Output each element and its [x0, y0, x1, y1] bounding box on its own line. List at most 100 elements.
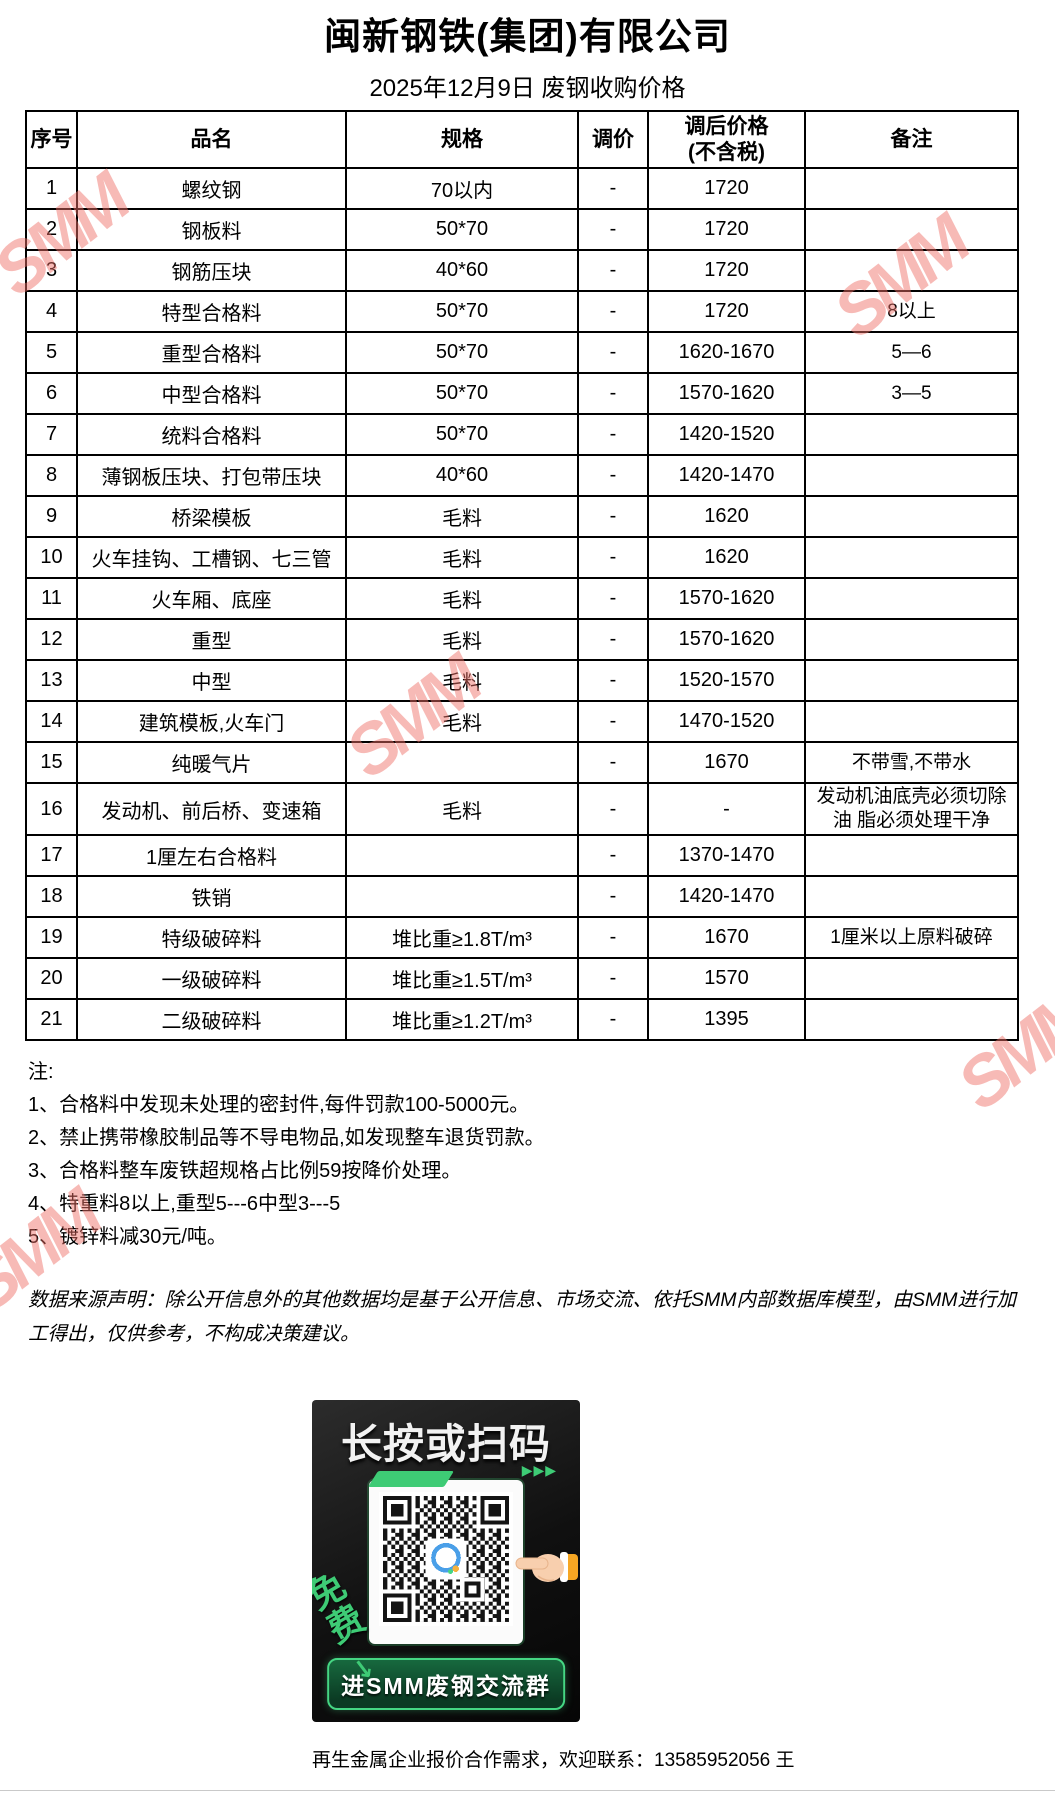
- contact-footer: 再生金属企业报价合作需求，欢迎联系：13585952056 王: [312, 1750, 795, 1771]
- cell-product: 重型合格料: [76, 331, 347, 374]
- notes-label: 注:: [28, 1061, 54, 1083]
- cell-adjust: -: [577, 659, 649, 702]
- column-header: 规格: [345, 110, 579, 169]
- cell-product: 火车挂钩、工槽钢、七三管: [76, 536, 347, 579]
- cell-seq-no: 17: [25, 834, 78, 877]
- column-header: 序号: [25, 110, 78, 169]
- qr-code-icon[interactable]: [379, 1492, 513, 1626]
- cell-remark: [804, 577, 1019, 620]
- cell-remark: [804, 454, 1019, 497]
- cell-adjust: -: [577, 249, 649, 292]
- cell-seq-no: 1: [25, 167, 78, 210]
- table-row: 10 火车挂钩、工槽钢、七三管 毛料 - 1620: [25, 536, 1019, 579]
- cell-price: 1570-1620: [647, 577, 806, 620]
- cell-seq-no: 2: [25, 208, 78, 251]
- cell-remark: 不带雪,不带水: [804, 741, 1019, 784]
- cell-price: -: [647, 782, 806, 836]
- note-item: 1、合格料中发现未处理的密封件,每件罚款100-5000元。: [28, 1094, 530, 1116]
- cell-seq-no: 15: [25, 741, 78, 784]
- cell-spec: 50*70: [345, 331, 579, 374]
- cell-product: 发动机、前后桥、变速箱: [76, 782, 347, 836]
- cell-product: 一级破碎料: [76, 957, 347, 1000]
- cell-spec: 堆比重≥1.2T/m³: [345, 998, 579, 1041]
- cell-product: 纯暖气片: [76, 741, 347, 784]
- cell-price: 1420-1470: [647, 875, 806, 918]
- cell-spec: 毛料: [345, 495, 579, 538]
- cell-product: 螺纹钢: [76, 167, 347, 210]
- cell-price: 1370-1470: [647, 834, 806, 877]
- cell-product: 薄钢板压块、打包带压块: [76, 454, 347, 497]
- bottom-divider: [0, 1790, 1055, 1791]
- table-row: 2 钢板料 50*70 - 1720: [25, 208, 1019, 251]
- qr-headline: 长按或扫码: [341, 1421, 551, 1467]
- join-group-button[interactable]: 进SMM废钢交流群: [327, 1658, 565, 1710]
- table-header-row: 序号 品名 规格 调价 调后价格 (不含税) 备注: [25, 110, 1019, 169]
- qr-corner-tab: [368, 1471, 454, 1487]
- price-table-container: 序号 品名 规格 调价 调后价格 (不含税) 备注 1 螺纹钢 70以内 - 1720 2…: [25, 110, 1019, 1041]
- cell-product: 钢板料: [76, 208, 347, 251]
- notes-section: 注: 1、合格料中发现未处理的密封件,每件罚款100-5000元。 2、禁止携带…: [28, 1056, 1028, 1254]
- cell-spec: 50*70: [345, 372, 579, 415]
- table-row: 13 中型 毛料 - 1520-1570: [25, 659, 1019, 702]
- table-row: 14 建筑模板,火车门 毛料 - 1470-1520: [25, 700, 1019, 743]
- cell-seq-no: 9: [25, 495, 78, 538]
- cell-adjust: -: [577, 208, 649, 251]
- cell-adjust: -: [577, 290, 649, 333]
- cell-price: 1470-1520: [647, 700, 806, 743]
- cell-spec: 毛料: [345, 782, 579, 836]
- cell-remark: [804, 208, 1019, 251]
- cell-price: 1395: [647, 998, 806, 1041]
- cell-seq-no: 5: [25, 331, 78, 374]
- table-row: 18 铁销 - 1420-1470: [25, 875, 1019, 918]
- cell-adjust: -: [577, 454, 649, 497]
- note-item: 5、镀锌料减30元/吨。: [28, 1226, 227, 1248]
- cell-adjust: -: [577, 413, 649, 456]
- cell-spec: 毛料: [345, 700, 579, 743]
- cell-product: 统料合格料: [76, 413, 347, 456]
- cell-price: 1570-1620: [647, 372, 806, 415]
- cell-seq-no: 8: [25, 454, 78, 497]
- cell-product: 中型合格料: [76, 372, 347, 415]
- table-row: 17 1厘左右合格料 - 1370-1470: [25, 834, 1019, 877]
- cell-adjust: -: [577, 957, 649, 1000]
- cell-spec: 毛料: [345, 577, 579, 620]
- cell-price: 1670: [647, 741, 806, 784]
- cell-adjust: -: [577, 167, 649, 210]
- cell-adjust: -: [577, 998, 649, 1041]
- cell-adjust: -: [577, 372, 649, 415]
- cell-price: 1720: [647, 167, 806, 210]
- note-item: 4、特重料8以上,重型5---6中型3---5: [28, 1193, 341, 1215]
- column-header: 品名: [76, 110, 347, 169]
- cell-spec: [345, 875, 579, 918]
- cell-adjust: -: [577, 331, 649, 374]
- cell-remark: [804, 249, 1019, 292]
- cell-adjust: -: [577, 536, 649, 579]
- cell-remark: 1厘米以上原料破碎: [804, 916, 1019, 959]
- cell-price: 1520-1570: [647, 659, 806, 702]
- cell-adjust: -: [577, 834, 649, 877]
- cell-seq-no: 3: [25, 249, 78, 292]
- cell-product: 建筑模板,火车门: [76, 700, 347, 743]
- cell-spec: 50*70: [345, 413, 579, 456]
- cell-price: 1570-1620: [647, 618, 806, 661]
- cell-seq-no: 21: [25, 998, 78, 1041]
- cell-price: 1670: [647, 916, 806, 959]
- table-row: 8 薄钢板压块、打包带压块 40*60 - 1420-1470: [25, 454, 1019, 497]
- cell-price: 1620: [647, 536, 806, 579]
- cell-product: 二级破碎料: [76, 998, 347, 1041]
- cell-product: 特型合格料: [76, 290, 347, 333]
- qr-code-panel: ▶▶▶: [368, 1462, 556, 1644]
- cell-seq-no: 7: [25, 413, 78, 456]
- cell-spec: 50*70: [345, 208, 579, 251]
- cell-price: 1420-1520: [647, 413, 806, 456]
- cell-spec: 堆比重≥1.8T/m³: [345, 916, 579, 959]
- cell-remark: [804, 167, 1019, 210]
- cell-spec: 毛料: [345, 536, 579, 579]
- cell-spec: 毛料: [345, 659, 579, 702]
- cell-product: 重型: [76, 618, 347, 661]
- cell-price: 1620: [647, 495, 806, 538]
- cell-remark: [804, 834, 1019, 877]
- pointing-hand-icon: [515, 1552, 578, 1582]
- cell-seq-no: 14: [25, 700, 78, 743]
- cell-price: 1720: [647, 290, 806, 333]
